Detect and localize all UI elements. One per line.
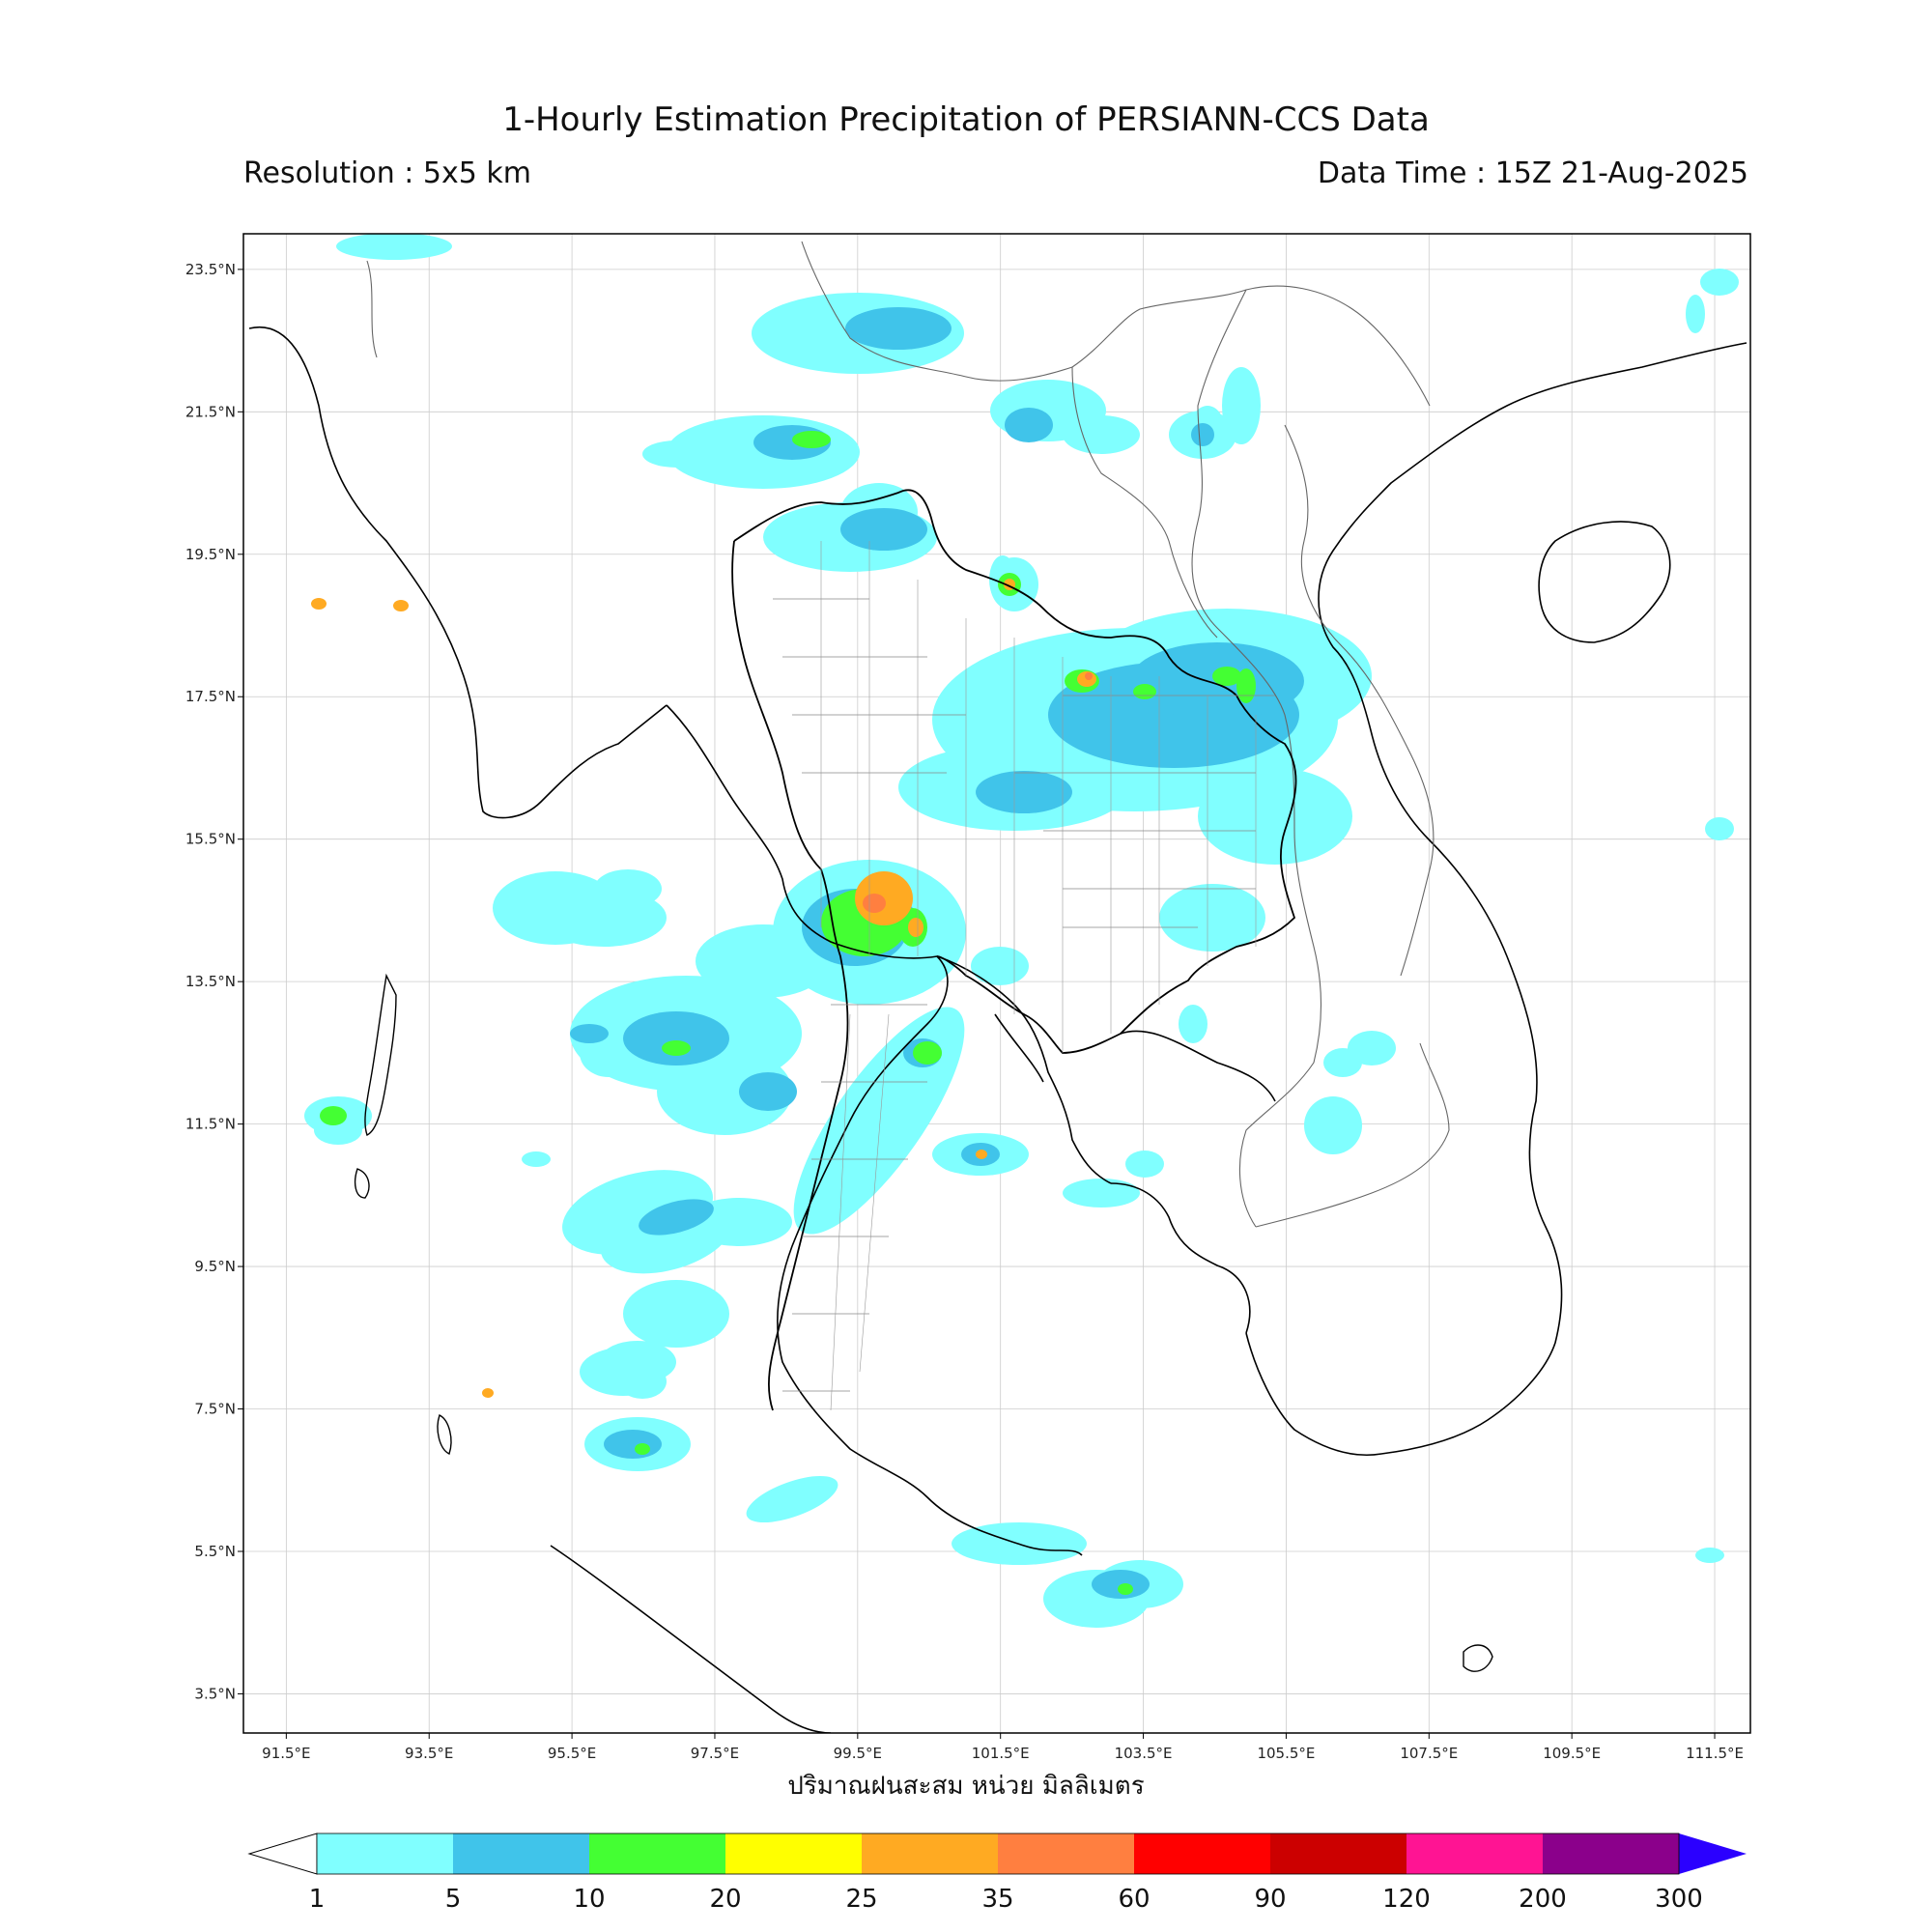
lat-tick-label: 17.5°N — [185, 688, 236, 705]
lon-tick-label: 91.5°E — [262, 1745, 310, 1762]
resolution-label: Resolution : 5x5 km — [243, 156, 531, 190]
lon-tick-label: 99.5°E — [834, 1745, 882, 1762]
map-title: 1-Hourly Estimation Precipitation of PER… — [502, 100, 1430, 139]
lon-tick-label: 101.5°E — [972, 1745, 1030, 1762]
country-boundaries — [248, 241, 1747, 1733]
lon-tick-label: 93.5°E — [405, 1745, 453, 1762]
axis-ticks: 91.5°E 93.5°E 95.5°E 97.5°E 99.5°E 101.5°E 103… — [185, 261, 1744, 1762]
lon-tick-label: 97.5°E — [691, 1745, 739, 1762]
data-time-label: Data Time : 15Z 21-Aug-2025 — [1317, 156, 1748, 190]
lon-tick-label: 103.5°E — [1115, 1745, 1173, 1762]
lon-tick-label: 111.5°E — [1686, 1745, 1744, 1762]
lat-tick-label: 23.5°N — [185, 261, 236, 278]
lat-tick-label: 11.5°N — [185, 1116, 236, 1133]
rain-fields — [304, 234, 1739, 1628]
lon-tick-label: 105.5°E — [1257, 1745, 1315, 1762]
lat-tick-label: 21.5°N — [185, 403, 236, 420]
lat-tick-label: 15.5°N — [185, 831, 236, 848]
lon-tick-label: 109.5°E — [1543, 1745, 1601, 1762]
map-frame — [242, 233, 1751, 1734]
lon-tick-label: 107.5°E — [1400, 1745, 1458, 1762]
lat-tick-label: 13.5°N — [185, 973, 236, 990]
lat-tick-label: 19.5°N — [185, 546, 236, 563]
lat-tick-label: 7.5°N — [194, 1401, 236, 1418]
lat-tick-label: 5.5°N — [194, 1543, 236, 1560]
lon-tick-label: 95.5°E — [548, 1745, 596, 1762]
unit-label: ปริมาณฝนสะสม หน่วย มิลลิเมตร — [787, 1772, 1145, 1801]
lat-tick-label: 9.5°N — [194, 1258, 236, 1275]
lat-tick-label: 3.5°N — [194, 1685, 236, 1702]
